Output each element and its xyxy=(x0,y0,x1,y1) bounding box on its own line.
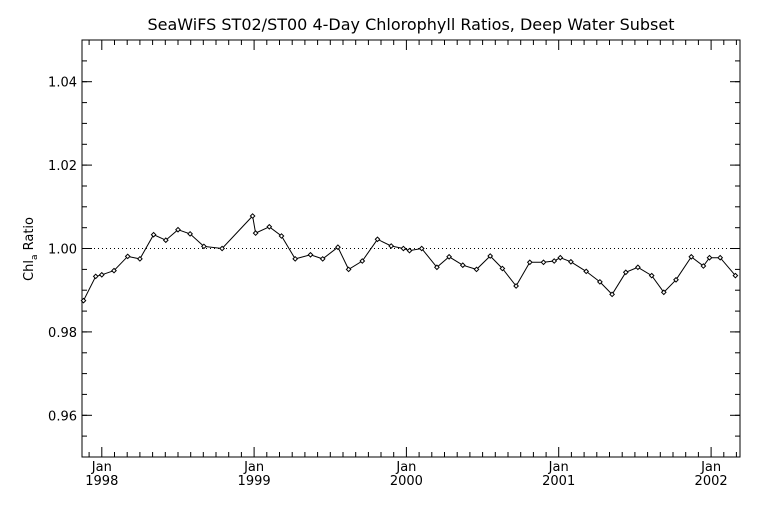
data-point xyxy=(406,247,413,254)
x-tick-label-month: Jan xyxy=(700,460,721,475)
x-tick-label-year: 1998 xyxy=(85,474,118,489)
data-point xyxy=(249,213,256,219)
data-point xyxy=(359,258,366,264)
data-point xyxy=(278,233,285,239)
data-point xyxy=(252,230,259,237)
data-point xyxy=(634,264,641,271)
data-point xyxy=(219,245,226,252)
y-axis-label-rest: Ratio xyxy=(22,217,37,255)
x-tick-label-month: Jan xyxy=(395,460,416,475)
data-point xyxy=(334,244,341,251)
x-tick-label-month: Jan xyxy=(243,460,264,475)
x-tick-label-month: Jan xyxy=(91,460,112,475)
data-point xyxy=(473,266,480,273)
data-point xyxy=(700,263,707,269)
data-point xyxy=(80,297,87,304)
data-point xyxy=(557,254,564,261)
data-point xyxy=(717,254,724,261)
data-point xyxy=(732,272,739,279)
x-tick-label-year: 1999 xyxy=(238,474,271,489)
series-group xyxy=(80,213,739,304)
data-point xyxy=(175,226,181,233)
x-tick-label-year: 2001 xyxy=(542,474,575,489)
data-point xyxy=(459,262,466,269)
y-tick-label: 1.04 xyxy=(48,76,77,91)
data-point xyxy=(660,289,667,296)
data-point xyxy=(418,245,425,252)
data-point xyxy=(124,253,131,260)
data-point xyxy=(345,266,352,273)
data-point xyxy=(400,245,407,252)
series-line xyxy=(83,214,736,301)
data-point xyxy=(673,276,679,283)
y-tick-label: 1.02 xyxy=(48,159,77,174)
y-axis-label-main: Chl xyxy=(22,260,37,281)
data-point xyxy=(187,230,194,237)
data-point xyxy=(111,267,117,274)
data-point xyxy=(150,231,157,238)
data-point xyxy=(706,254,713,261)
data-point xyxy=(551,258,558,264)
data-point xyxy=(446,253,453,260)
data-point xyxy=(487,253,494,259)
axis-ticks: 0.960.981.001.021.04Jan1998Jan1999Jan200… xyxy=(48,39,740,489)
data-point xyxy=(162,237,169,244)
data-point xyxy=(307,251,314,258)
data-point xyxy=(388,243,395,249)
y-tick-label: 0.98 xyxy=(48,326,77,341)
x-tick-label-year: 2002 xyxy=(695,474,728,489)
data-point xyxy=(596,278,603,285)
data-point xyxy=(136,255,143,262)
data-point xyxy=(526,259,533,266)
data-point xyxy=(583,268,590,275)
data-point xyxy=(609,291,616,298)
data-point xyxy=(622,269,629,276)
data-point xyxy=(513,283,520,289)
y-axis-label: Chla Ratio xyxy=(22,217,40,281)
data-point xyxy=(266,223,273,230)
data-point xyxy=(200,243,207,250)
y-axis-label-subscript: a xyxy=(30,255,40,261)
y-tick-label: 1.00 xyxy=(48,243,77,258)
data-point xyxy=(499,265,506,272)
data-point xyxy=(688,253,695,260)
data-point xyxy=(319,255,326,262)
data-point xyxy=(92,273,99,280)
data-point xyxy=(540,259,547,266)
data-point xyxy=(433,264,440,271)
data-point xyxy=(374,236,381,243)
data-point xyxy=(567,258,574,265)
chart-title: SeaWiFS ST02/ST00 4-Day Chlorophyll Rati… xyxy=(148,15,675,34)
data-point xyxy=(648,272,655,279)
x-tick-label-month: Jan xyxy=(548,460,569,475)
y-tick-label: 0.96 xyxy=(48,409,77,424)
data-point xyxy=(98,271,105,278)
x-tick-label-year: 2000 xyxy=(390,474,423,489)
data-point xyxy=(292,255,299,262)
